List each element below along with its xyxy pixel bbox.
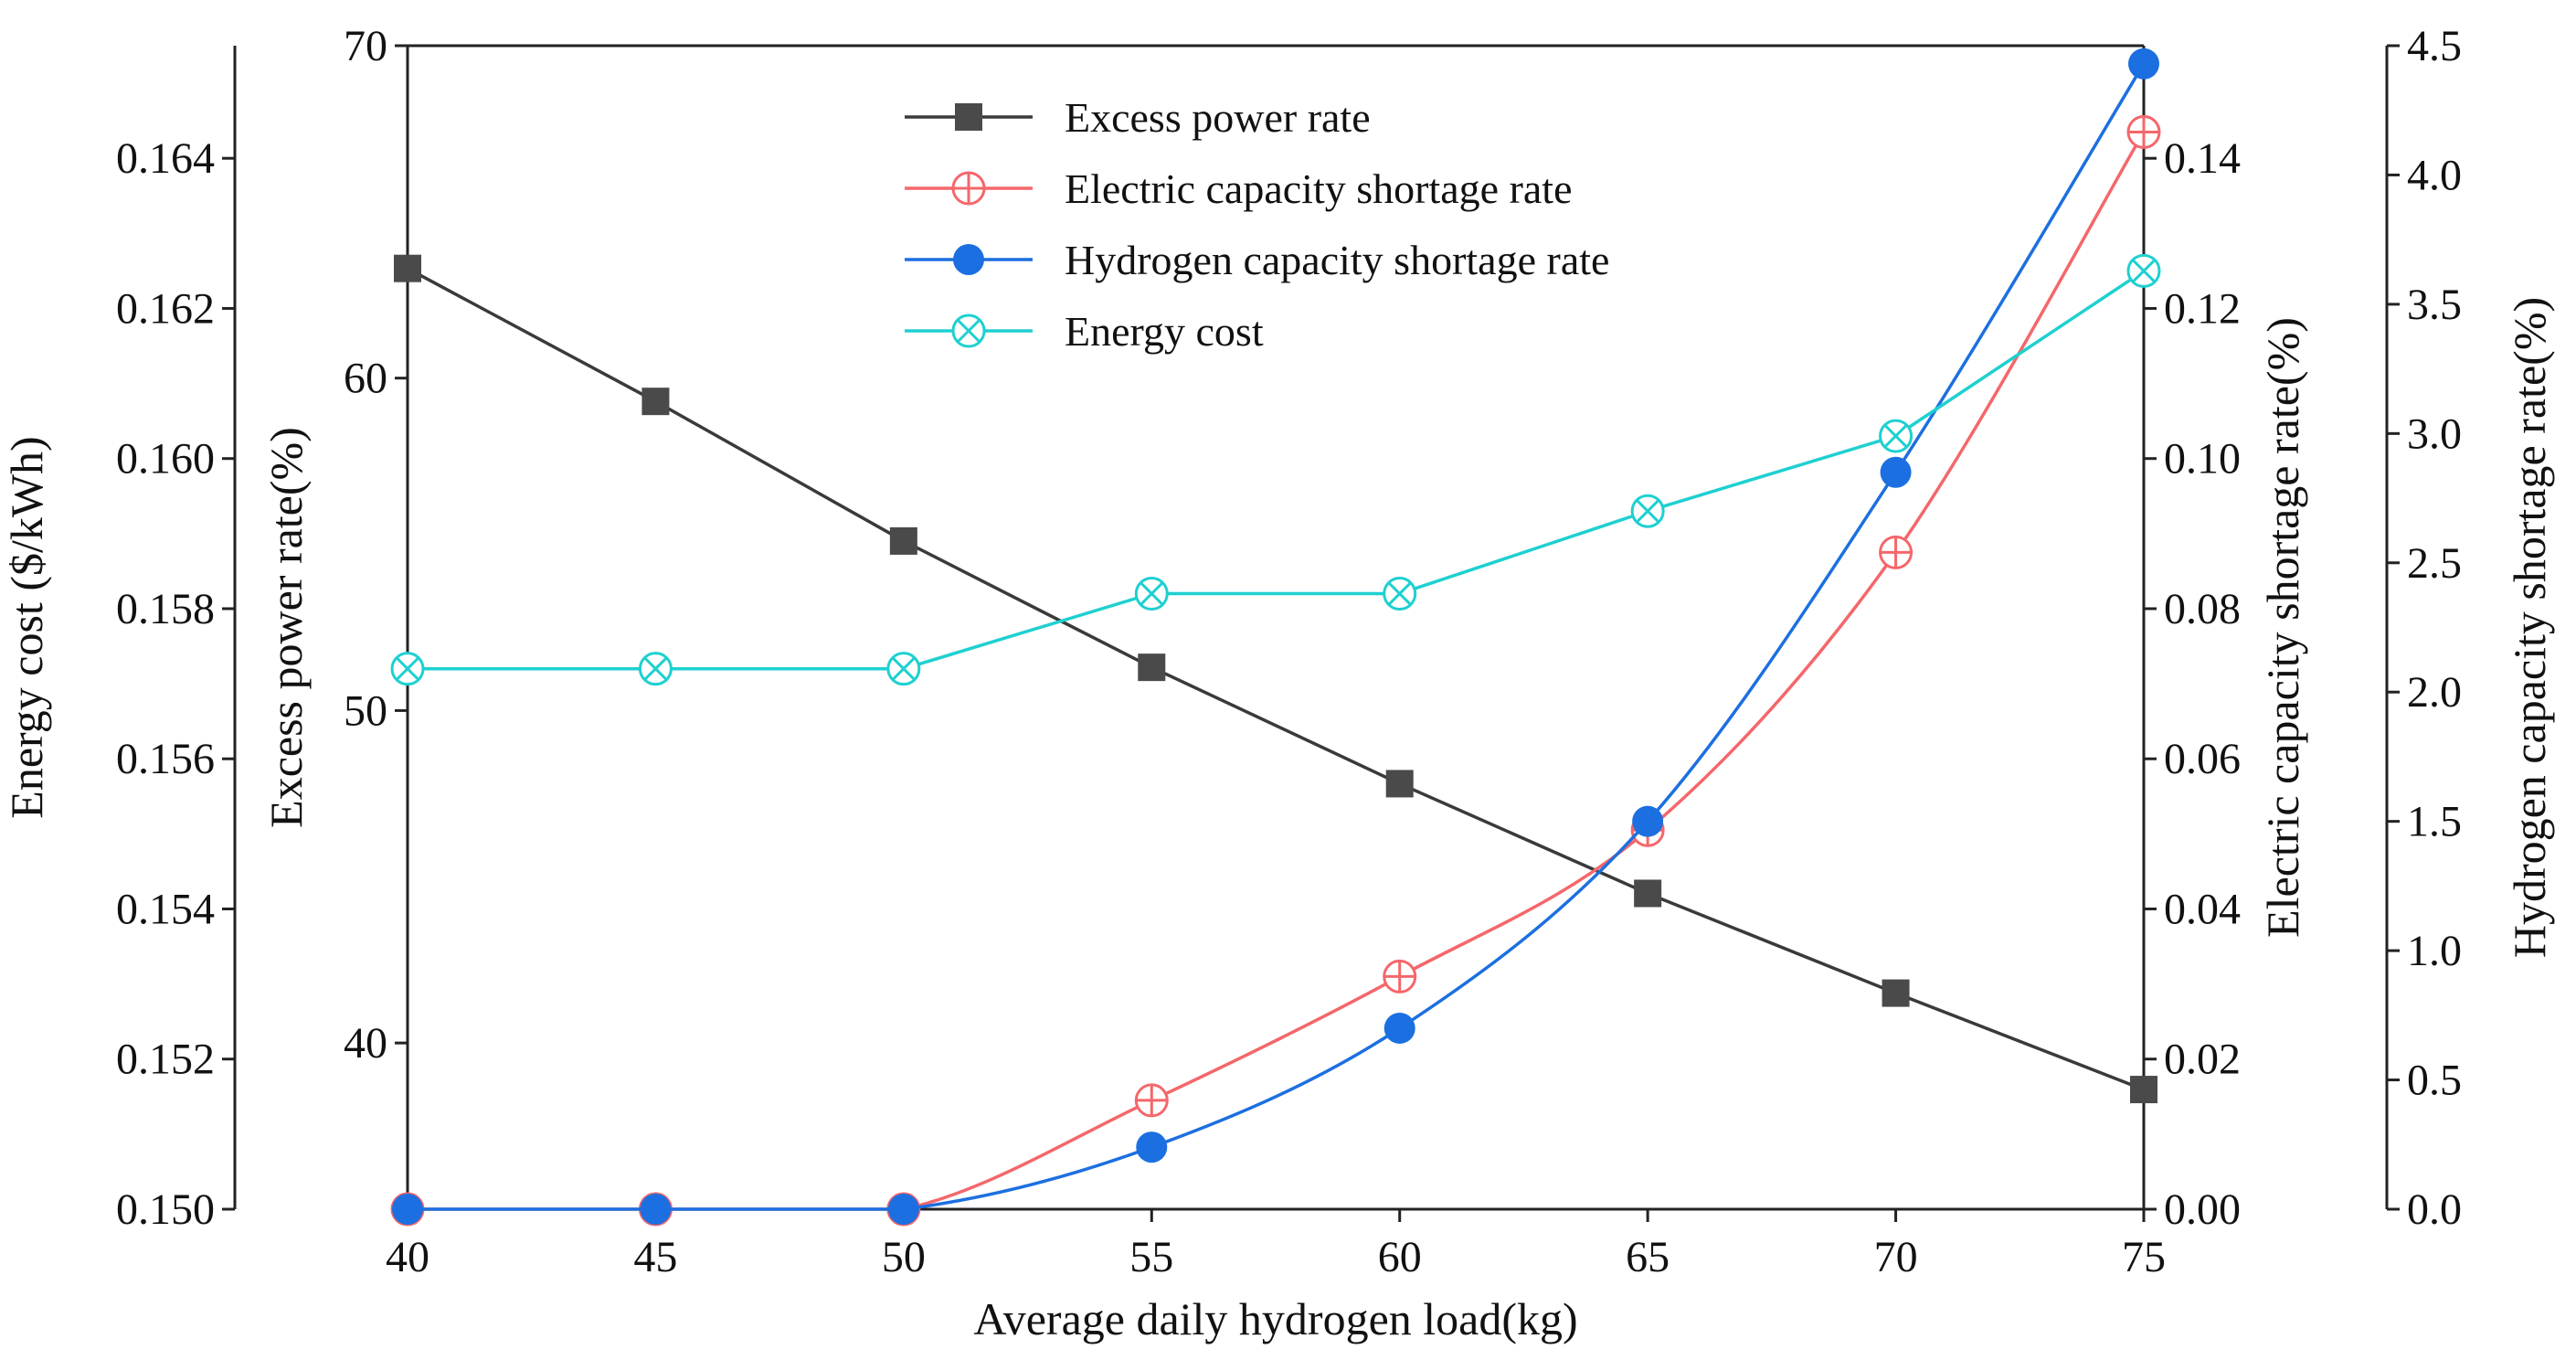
data-point-hydrogen-capacity-shortage-rate [1632, 805, 1664, 837]
legend-item-hydrogen-capacity-shortage-rate: Hydrogen capacity shortage rate [905, 237, 1609, 283]
data-point-energy-cost [2126, 253, 2161, 288]
electric-shortage-tick-label: 0.14 [2164, 134, 2241, 183]
excess-power-tick-label: 70 [344, 22, 387, 70]
data-point-excess-power-rate [641, 388, 670, 416]
data-point-electric-capacity-shortage-rate [2126, 114, 2161, 149]
x-tick-label: 50 [882, 1233, 926, 1281]
energy-cost-tick-label: 0.152 [116, 1036, 215, 1084]
data-point-excess-power-rate [394, 254, 421, 282]
data-point-hydrogen-capacity-shortage-rate [1383, 1012, 1415, 1044]
excess-power-tick-label: 60 [344, 355, 387, 403]
data-point-energy-cost [1383, 577, 1417, 611]
hydrogen-shortage-tick-label: 3.5 [2407, 281, 2462, 329]
electric-shortage-tick-label: 0.02 [2164, 1036, 2241, 1084]
data-point-hydrogen-capacity-shortage-rate [640, 1194, 672, 1225]
hydrogen-shortage-tick-label: 4.5 [2407, 22, 2462, 70]
data-point-hydrogen-capacity-shortage-rate [1136, 1132, 1168, 1163]
data-point-energy-cost [1134, 577, 1169, 611]
electric-shortage-tick-label: 0.04 [2164, 885, 2241, 933]
hydrogen-shortage-tick-label: 1.0 [2407, 927, 2462, 975]
hydrogen-shortage-axis-label: Hydrogen capacity shortage rate(%) [2504, 297, 2555, 958]
hydrogen-shortage-tick-label: 1.5 [2407, 798, 2462, 846]
data-point-hydrogen-capacity-shortage-rate [887, 1194, 919, 1225]
x-tick-label: 75 [2122, 1233, 2166, 1281]
hydrogen-shortage-tick-label: 4.0 [2407, 151, 2462, 199]
series-excess-power-rate [394, 254, 2157, 1104]
x-tick-label: 55 [1129, 1233, 1173, 1281]
legend-marker-excess-power-rate [955, 103, 982, 131]
data-point-electric-capacity-shortage-rate [1879, 535, 1913, 569]
x-tick-label: 60 [1378, 1233, 1422, 1281]
data-point-hydrogen-capacity-shortage-rate [392, 1194, 423, 1225]
data-point-excess-power-rate [1882, 979, 1910, 1007]
legend-marker-electric-capacity-shortage-rate [951, 171, 986, 206]
legend-marker-hydrogen-capacity-shortage-rate [953, 244, 984, 275]
hydrogen-shortage-tick-label: 0.5 [2407, 1057, 2462, 1105]
excess-power-axis-label: Excess power rate(%) [260, 427, 312, 828]
electric-shortage-tick-label: 0.12 [2164, 284, 2241, 333]
data-point-energy-cost [390, 652, 425, 686]
x-tick-label: 65 [1626, 1233, 1670, 1281]
electric-shortage-axis-label: Electric capacity shortage rate(%) [2257, 317, 2308, 938]
data-point-excess-power-rate [1634, 879, 1662, 908]
data-point-excess-power-rate [1385, 770, 1414, 798]
x-tick-label: 40 [386, 1233, 429, 1281]
series-hydrogen-capacity-shortage-rate [392, 48, 2159, 1225]
data-point-electric-capacity-shortage-rate [1134, 1083, 1169, 1118]
excess-power-tick-label: 50 [344, 686, 387, 735]
legend-label-hydrogen-capacity-shortage-rate: Hydrogen capacity shortage rate [1065, 237, 1609, 283]
legend-item-electric-capacity-shortage-rate: Electric capacity shortage rate [905, 165, 1573, 212]
series-line-excess-power-rate [407, 267, 2145, 1091]
electric-shortage-tick-label: 0.10 [2164, 435, 2241, 483]
data-point-energy-cost [1879, 419, 1913, 453]
energy-cost-axis-label: Energy cost ($/kWh) [1, 436, 52, 818]
data-point-hydrogen-capacity-shortage-rate [1880, 456, 1912, 488]
energy-cost-tick-label: 0.154 [116, 885, 215, 933]
x-tick-label: 45 [633, 1233, 677, 1281]
data-point-excess-power-rate [1138, 653, 1166, 682]
electric-shortage-tick-label: 0.08 [2164, 585, 2241, 633]
energy-cost-tick-label: 0.158 [116, 585, 215, 633]
hydrogen-shortage-tick-label: 2.0 [2407, 668, 2462, 717]
data-point-excess-power-rate [889, 526, 917, 555]
legend-item-excess-power-rate: Excess power rate [905, 94, 1371, 141]
energy-cost-tick-label: 0.156 [116, 735, 215, 783]
data-point-energy-cost [1630, 494, 1665, 528]
energy-cost-tick-label: 0.160 [116, 435, 215, 483]
hydrogen-shortage-tick-label: 0.0 [2407, 1185, 2462, 1234]
legend-item-energy-cost: Energy cost [905, 308, 1264, 355]
data-point-excess-power-rate [2130, 1076, 2157, 1104]
excess-power-tick-label: 40 [344, 1019, 387, 1068]
legend: Excess power rate Electric capacity short… [905, 94, 1609, 355]
series-line-hydrogen-capacity-shortage-rate [408, 62, 2146, 1211]
hydrogen-shortage-tick-label: 3.0 [2407, 409, 2462, 458]
energy-cost-tick-label: 0.150 [116, 1185, 215, 1234]
electric-shortage-tick-label: 0.06 [2164, 735, 2241, 783]
energy-cost-tick-label: 0.162 [116, 284, 215, 333]
legend-marker-energy-cost [951, 313, 986, 348]
x-axis-label: Average daily hydrogen load(kg) [973, 1293, 1577, 1344]
electric-shortage-tick-label: 0.00 [2164, 1185, 2241, 1234]
data-point-electric-capacity-shortage-rate [1383, 959, 1417, 993]
series-line-energy-cost [408, 269, 2145, 671]
hydrogen-shortage-tick-label: 2.5 [2407, 539, 2462, 588]
x-tick-label: 70 [1874, 1233, 1918, 1281]
data-point-hydrogen-capacity-shortage-rate [2128, 48, 2159, 80]
legend-label-excess-power-rate: Excess power rate [1065, 94, 1371, 141]
legend-label-energy-cost: Energy cost [1065, 308, 1264, 355]
energy-cost-tick-label: 0.164 [116, 134, 215, 183]
data-point-energy-cost [886, 652, 921, 686]
data-point-energy-cost [638, 652, 673, 686]
series-energy-cost [390, 253, 2161, 686]
legend-label-electric-capacity-shortage-rate: Electric capacity shortage rate [1065, 165, 1573, 212]
